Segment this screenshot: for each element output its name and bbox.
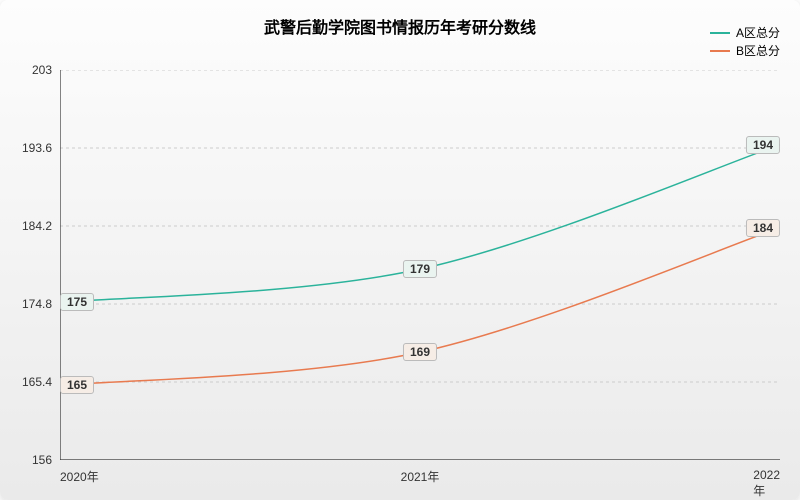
legend-item-b: B区总分 bbox=[710, 42, 780, 60]
y-tick-label: 174.8 bbox=[22, 297, 52, 311]
plot-area: 156165.4174.8184.2193.62032020年2021年2022… bbox=[60, 70, 780, 460]
x-tick-label: 2021年 bbox=[401, 468, 440, 485]
data-point-label: 175 bbox=[60, 293, 94, 311]
legend-swatch-a bbox=[710, 32, 730, 34]
legend-label-a: A区总分 bbox=[736, 24, 780, 42]
chart-container: 武警后勤学院图书情报历年考研分数线 A区总分 B区总分 156165.4174.… bbox=[0, 0, 800, 500]
data-point-label: 184 bbox=[746, 219, 780, 237]
y-tick-label: 156 bbox=[32, 453, 52, 467]
legend-swatch-b bbox=[710, 50, 730, 52]
x-tick-label: 2020年 bbox=[60, 468, 99, 485]
y-tick-label: 184.2 bbox=[22, 219, 52, 233]
chart-title: 武警后勤学院图书情报历年考研分数线 bbox=[264, 14, 536, 38]
x-tick-label: 2022年 bbox=[753, 468, 780, 499]
data-point-label: 169 bbox=[403, 343, 437, 361]
y-tick-label: 203 bbox=[32, 63, 52, 77]
data-point-label: 165 bbox=[60, 376, 94, 394]
data-point-label: 194 bbox=[746, 136, 780, 154]
data-point-label: 179 bbox=[403, 260, 437, 278]
y-tick-label: 165.4 bbox=[22, 375, 52, 389]
legend-item-a: A区总分 bbox=[710, 24, 780, 42]
legend-label-b: B区总分 bbox=[736, 42, 780, 60]
y-tick-label: 193.6 bbox=[22, 141, 52, 155]
legend: A区总分 B区总分 bbox=[710, 24, 780, 60]
